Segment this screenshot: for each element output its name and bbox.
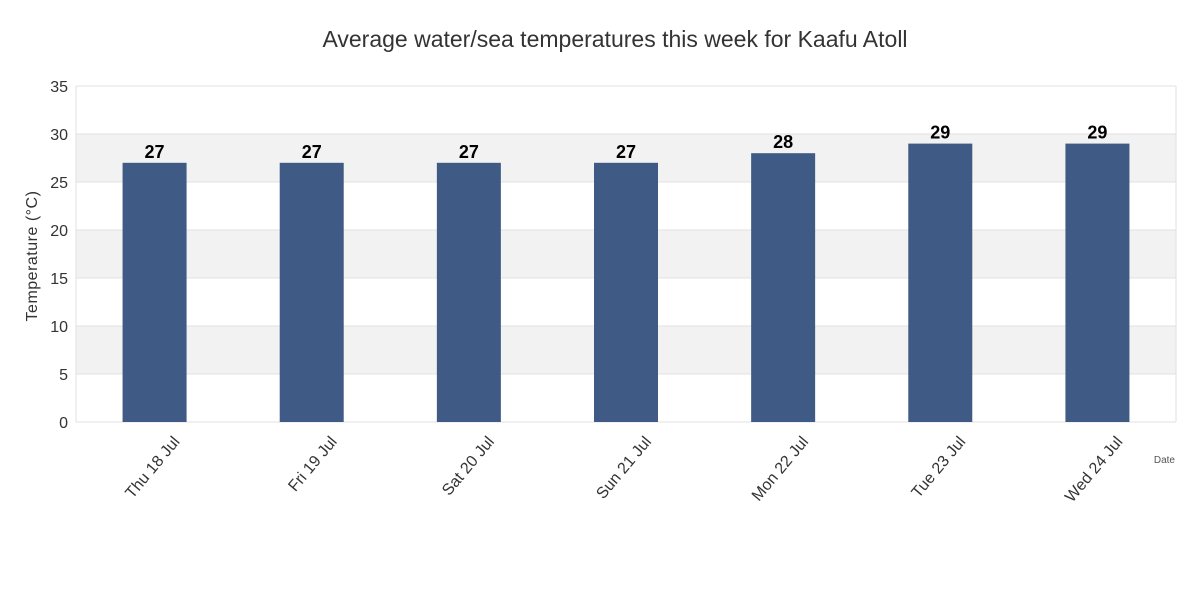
- y-tick-label: 0: [59, 415, 68, 432]
- data-labels: 27 27 27 27 28 29 29: [145, 123, 1108, 162]
- y-tick-label: 10: [50, 319, 68, 336]
- x-axis-label: Date: [1154, 455, 1176, 466]
- y-tick-label: 30: [50, 127, 68, 144]
- x-axis-ticks: Thu 18 Jul Fri 19 Jul Sat 20 Jul Sun 21 Jul…: [123, 434, 1127, 506]
- bar: [279, 162, 344, 423]
- data-label: 27: [145, 142, 165, 162]
- data-label: 27: [302, 142, 322, 162]
- x-tick-label: Mon 22 Jul: [749, 434, 812, 505]
- bar: [122, 162, 187, 423]
- x-tick-label: Thu 18 Jul: [123, 434, 184, 502]
- data-label: 29: [930, 123, 950, 143]
- x-tick-label: Tue 23 Jul: [909, 434, 970, 502]
- bar: [1065, 143, 1130, 422]
- data-label: 27: [459, 142, 479, 162]
- data-label: 29: [1087, 123, 1107, 143]
- chart-title: Average water/sea temperatures this week…: [322, 26, 907, 52]
- bar: [908, 143, 973, 422]
- y-tick-label: 15: [50, 271, 68, 288]
- x-tick-label: Wed 24 Jul: [1062, 434, 1126, 506]
- data-label: 28: [773, 132, 793, 152]
- y-tick-label: 5: [59, 367, 68, 384]
- y-tick-label: 35: [50, 79, 68, 96]
- y-axis-ticks: 0 5 10 15 20 25 30 35: [50, 79, 68, 432]
- data-label: 27: [616, 142, 636, 162]
- bars: [122, 143, 1130, 423]
- x-tick-label: Sat 20 Jul: [439, 434, 498, 499]
- x-tick-label: Fri 19 Jul: [285, 434, 340, 495]
- y-tick-label: 20: [50, 223, 68, 240]
- y-tick-label: 25: [50, 175, 68, 192]
- bar: [436, 162, 501, 423]
- bar: [594, 162, 658, 423]
- bar: [751, 153, 816, 422]
- y-axis-label: Temperature (°C): [24, 191, 41, 322]
- x-tick-label: Sun 21 Jul: [593, 434, 655, 503]
